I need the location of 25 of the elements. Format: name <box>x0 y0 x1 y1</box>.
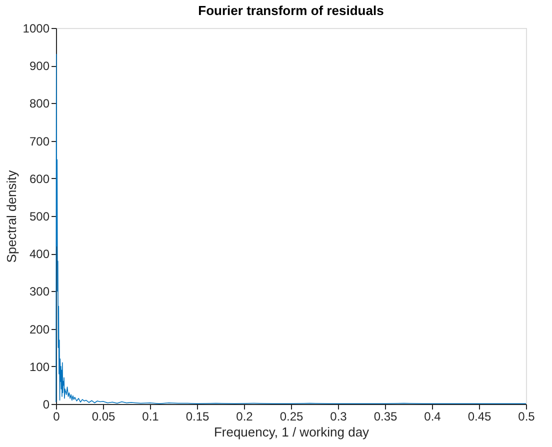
x-tick-label: 0.45 <box>468 410 492 424</box>
x-tick-label: 0.25 <box>280 410 304 424</box>
x-tick-label: 0.2 <box>236 410 254 424</box>
y-tick-label: 0 <box>42 398 50 412</box>
chart-title: Fourier transform of residuals <box>198 3 384 18</box>
x-axis-title: Frequency, 1 / working day <box>214 424 370 440</box>
x-tick-label: 0.3 <box>330 410 348 424</box>
y-tick-label: 100 <box>29 360 50 374</box>
x-tick-label: 0.5 <box>518 410 536 424</box>
y-tick-label: 500 <box>29 210 50 224</box>
y-tick-label: 200 <box>29 322 50 336</box>
y-tick-label: 600 <box>29 172 50 186</box>
y-tick-label: 800 <box>29 96 50 111</box>
y-tick-label: 1000 <box>22 22 50 36</box>
x-tick-label: 0.05 <box>92 410 116 424</box>
x-tick-label: 0.35 <box>374 410 398 424</box>
y-tick-label: 300 <box>29 284 50 299</box>
x-tick-label: 0 <box>53 410 60 424</box>
y-tick-label: 400 <box>29 247 50 262</box>
y-tick-label: 700 <box>29 134 50 148</box>
x-tick-label: 0.4 <box>424 410 442 424</box>
x-tick-label: 0.1 <box>142 410 160 424</box>
x-tick-label: 0.15 <box>186 410 210 424</box>
y-axis-title: Spectral density <box>4 170 19 263</box>
y-tick-label: 900 <box>29 59 50 74</box>
